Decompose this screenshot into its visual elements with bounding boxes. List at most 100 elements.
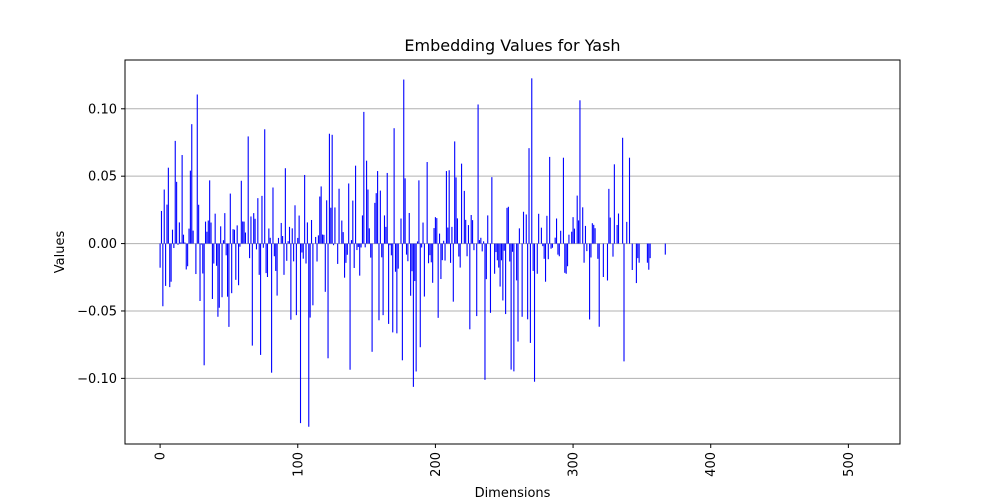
bar <box>277 237 280 244</box>
bar <box>265 243 267 274</box>
bar <box>211 243 213 299</box>
bar <box>594 228 596 244</box>
bar <box>536 243 538 274</box>
bar <box>555 218 558 244</box>
bar <box>390 243 392 256</box>
bar <box>396 243 398 334</box>
bar <box>565 243 567 274</box>
bar <box>382 243 384 316</box>
bar <box>356 243 358 251</box>
bar <box>383 215 386 244</box>
bar <box>450 243 452 263</box>
bar <box>591 223 593 244</box>
bar <box>280 222 282 244</box>
bar <box>184 242 186 244</box>
bar <box>455 177 457 244</box>
bar <box>502 243 504 301</box>
bar <box>562 157 564 244</box>
bar <box>484 243 486 380</box>
bar <box>352 200 354 244</box>
bar <box>298 215 300 244</box>
bar <box>433 228 435 244</box>
bar <box>195 243 197 275</box>
bar <box>547 243 549 260</box>
bar <box>258 243 260 275</box>
bar <box>306 222 308 244</box>
bar <box>637 243 639 259</box>
bar <box>476 243 478 317</box>
bar <box>557 243 559 255</box>
bar <box>631 243 633 270</box>
bar <box>571 231 573 244</box>
bar <box>291 228 293 244</box>
bar <box>597 243 599 259</box>
bar <box>321 234 324 244</box>
bar <box>525 214 527 244</box>
bar <box>284 168 286 244</box>
bar <box>266 243 269 278</box>
bar <box>403 79 405 244</box>
bar <box>294 205 296 244</box>
bar <box>516 243 518 281</box>
bar <box>244 232 246 244</box>
bar <box>163 189 165 244</box>
bar <box>159 243 161 268</box>
bar <box>185 243 187 270</box>
bar <box>522 211 525 244</box>
bar <box>377 171 379 244</box>
bar <box>628 157 631 244</box>
bar <box>421 243 423 248</box>
bar <box>317 235 319 244</box>
bar <box>198 204 200 244</box>
bar <box>549 156 551 244</box>
bar <box>426 162 428 244</box>
bar <box>564 243 566 273</box>
bar <box>532 243 534 271</box>
bar <box>418 180 420 244</box>
bar <box>451 226 453 244</box>
bar <box>586 243 588 252</box>
bar <box>513 243 515 372</box>
bar <box>301 243 303 253</box>
bar <box>456 218 458 244</box>
bar <box>447 227 449 244</box>
bar <box>299 243 302 424</box>
bar <box>332 243 335 246</box>
bar <box>510 243 512 370</box>
bar <box>302 243 304 259</box>
bar <box>434 217 436 244</box>
bar <box>290 243 292 320</box>
bar <box>257 198 259 244</box>
bar <box>328 133 330 244</box>
bar <box>361 215 364 244</box>
bar <box>178 222 180 244</box>
bar <box>503 243 505 251</box>
bar <box>375 193 377 244</box>
bar <box>222 240 224 244</box>
bar <box>623 243 625 362</box>
bar <box>250 216 252 244</box>
bar <box>341 220 343 244</box>
bar <box>253 213 255 244</box>
bar <box>324 243 326 292</box>
bar <box>438 233 441 244</box>
bar <box>312 243 314 306</box>
bar <box>649 243 651 259</box>
bar <box>613 164 615 244</box>
bar <box>454 141 456 244</box>
bar <box>467 225 470 244</box>
bar <box>412 243 414 387</box>
bar <box>458 243 460 257</box>
bar <box>327 243 329 359</box>
bar <box>583 243 585 263</box>
bar <box>430 243 432 263</box>
bar <box>437 243 439 318</box>
bar <box>264 129 266 244</box>
bar <box>478 240 481 244</box>
bar <box>567 243 569 267</box>
y-tick-label: −0.05 <box>77 304 117 319</box>
bar <box>346 243 348 255</box>
bar <box>494 243 496 274</box>
bar <box>378 243 380 321</box>
bar <box>345 243 347 263</box>
